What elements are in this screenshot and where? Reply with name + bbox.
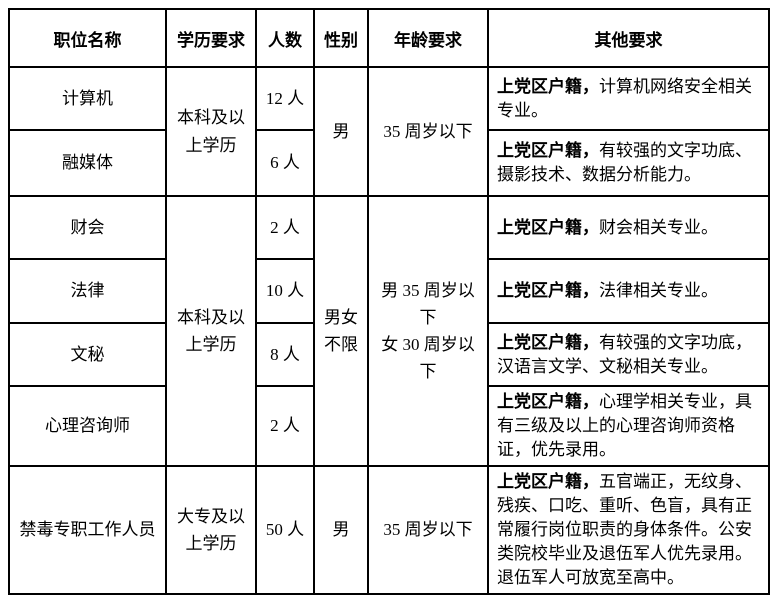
requirement-bold-prefix: 上党区户籍， [497, 76, 599, 96]
cell-count-law: 10 人 [255, 258, 315, 324]
cell-count-secretary: 8 人 [255, 322, 315, 387]
cell-requirements-counselor: 上党区户籍，心理学相关专业，具有三级及以上的心理咨询师资格证，优先录用。 [487, 385, 770, 467]
cell-count-antidrug: 50 人 [255, 465, 315, 595]
cell-age-row7: 35 周岁以下 [367, 465, 489, 595]
header-row: 职位名称 学历要求 人数 性别 年龄要求 其他要求 [8, 8, 770, 68]
age-male-limit: 男 35 周岁以下 [381, 280, 475, 327]
cell-position-counselor: 心理咨询师 [8, 385, 167, 467]
cell-position-accounting: 财会 [8, 195, 167, 260]
table-row-antidrug-worker: 禁毒专职工作人员 大专及以上学历 50 人 男 35 周岁以下 上党区户籍，五官… [8, 465, 770, 595]
requirement-bold-prefix: 上党区户籍， [497, 392, 599, 411]
cell-education-group1: 本科及以上学历 [165, 66, 257, 197]
cell-age-group2: 男 35 周岁以下 女 30 周岁以下 [367, 195, 489, 467]
cell-position-secretary: 文秘 [8, 322, 167, 387]
cell-count-media: 6 人 [255, 129, 315, 197]
cell-position-computer: 计算机 [8, 66, 167, 131]
cell-count-accounting: 2 人 [255, 195, 315, 260]
requirement-text: 有较强的文字功底，汉语言文学、文秘相关专业。 [497, 332, 752, 376]
cell-education-group2: 本科及以上学历 [165, 195, 257, 467]
cell-gender-row7: 男 [313, 465, 369, 595]
cell-position-law: 法律 [8, 258, 167, 324]
requirement-bold-prefix: 上党区户籍， [497, 217, 599, 237]
cell-requirements-law: 上党区户籍，法律相关专业。 [487, 258, 770, 324]
age-female-limit: 女 30 周岁以下 [381, 335, 475, 382]
cell-gender-group1: 男 [313, 66, 369, 197]
table-row-law: 法律 10 人 上党区户籍，法律相关专业。 [8, 258, 770, 324]
cell-requirements-media: 上党区户籍，有较强的文字功底、摄影技术、数据分析能力。 [487, 129, 770, 197]
table-row-counselor: 心理咨询师 2 人 上党区户籍，心理学相关专业，具有三级及以上的心理咨询师资格证… [8, 385, 770, 467]
cell-education-row7: 大专及以上学历 [165, 465, 257, 595]
requirement-text: 计算机网络安全相关专业。 [497, 76, 752, 120]
header-gender: 性别 [313, 8, 369, 68]
cell-position-media: 融媒体 [8, 129, 167, 197]
cell-position-antidrug: 禁毒专职工作人员 [8, 465, 167, 595]
header-education: 学历要求 [165, 8, 257, 68]
requirement-text: 财会相关专业。 [599, 217, 718, 237]
requirement-text: 心理学相关专业，具有三级及以上的心理咨询师资格证，优先录用。 [497, 392, 752, 459]
cell-requirements-accounting: 上党区户籍，财会相关专业。 [487, 195, 770, 260]
header-count: 人数 [255, 8, 315, 68]
requirement-text: 有较强的文字功底、摄影技术、数据分析能力。 [497, 141, 752, 184]
cell-requirements-antidrug: 上党区户籍，五官端正，无纹身、残疾、口吃、重听、色盲，具有正常履行岗位职责的身体… [487, 465, 770, 595]
table-row-computer: 计算机 本科及以上学历 12 人 男 35 周岁以下 上党区户籍，计算机网络安全… [8, 66, 770, 197]
requirement-text: 五官端正，无纹身、残疾、口吃、重听、色盲，具有正常履行岗位职责的身体条件。公安类… [497, 472, 752, 587]
requirement-bold-prefix: 上党区户籍， [497, 332, 599, 352]
requirement-bold-prefix: 上党区户籍， [497, 281, 599, 300]
requirement-text: 法律相关专业。 [599, 281, 718, 300]
table-row-media: 融媒体 6 人 上党区户籍，有较强的文字功底、摄影技术、数据分析能力。 [8, 129, 770, 197]
cell-requirements-secretary: 上党区户籍，有较强的文字功底，汉语言文学、文秘相关专业。 [487, 322, 770, 387]
cell-count-counselor: 2 人 [255, 385, 315, 467]
header-age: 年龄要求 [367, 8, 489, 68]
table-row-secretary: 文秘 8 人 上党区户籍，有较强的文字功底，汉语言文学、文秘相关专业。 [8, 322, 770, 387]
cell-requirements-computer: 上党区户籍，计算机网络安全相关专业。 [487, 66, 770, 131]
requirement-bold-prefix: 上党区户籍， [497, 472, 599, 491]
header-position: 职位名称 [8, 8, 167, 68]
header-other-requirements: 其他要求 [487, 8, 770, 68]
requirement-bold-prefix: 上党区户籍， [497, 141, 599, 160]
cell-age-group1: 35 周岁以下 [367, 66, 489, 197]
table-row-accounting: 财会 本科及以上学历 2 人 男女不限 男 35 周岁以下 女 30 周岁以下 … [8, 195, 770, 467]
cell-gender-group2: 男女不限 [313, 195, 369, 467]
cell-count-computer: 12 人 [255, 66, 315, 131]
recruitment-requirements-table: 职位名称 学历要求 人数 性别 年龄要求 其他要求 计算机 本科及以上学历 12… [8, 8, 770, 595]
